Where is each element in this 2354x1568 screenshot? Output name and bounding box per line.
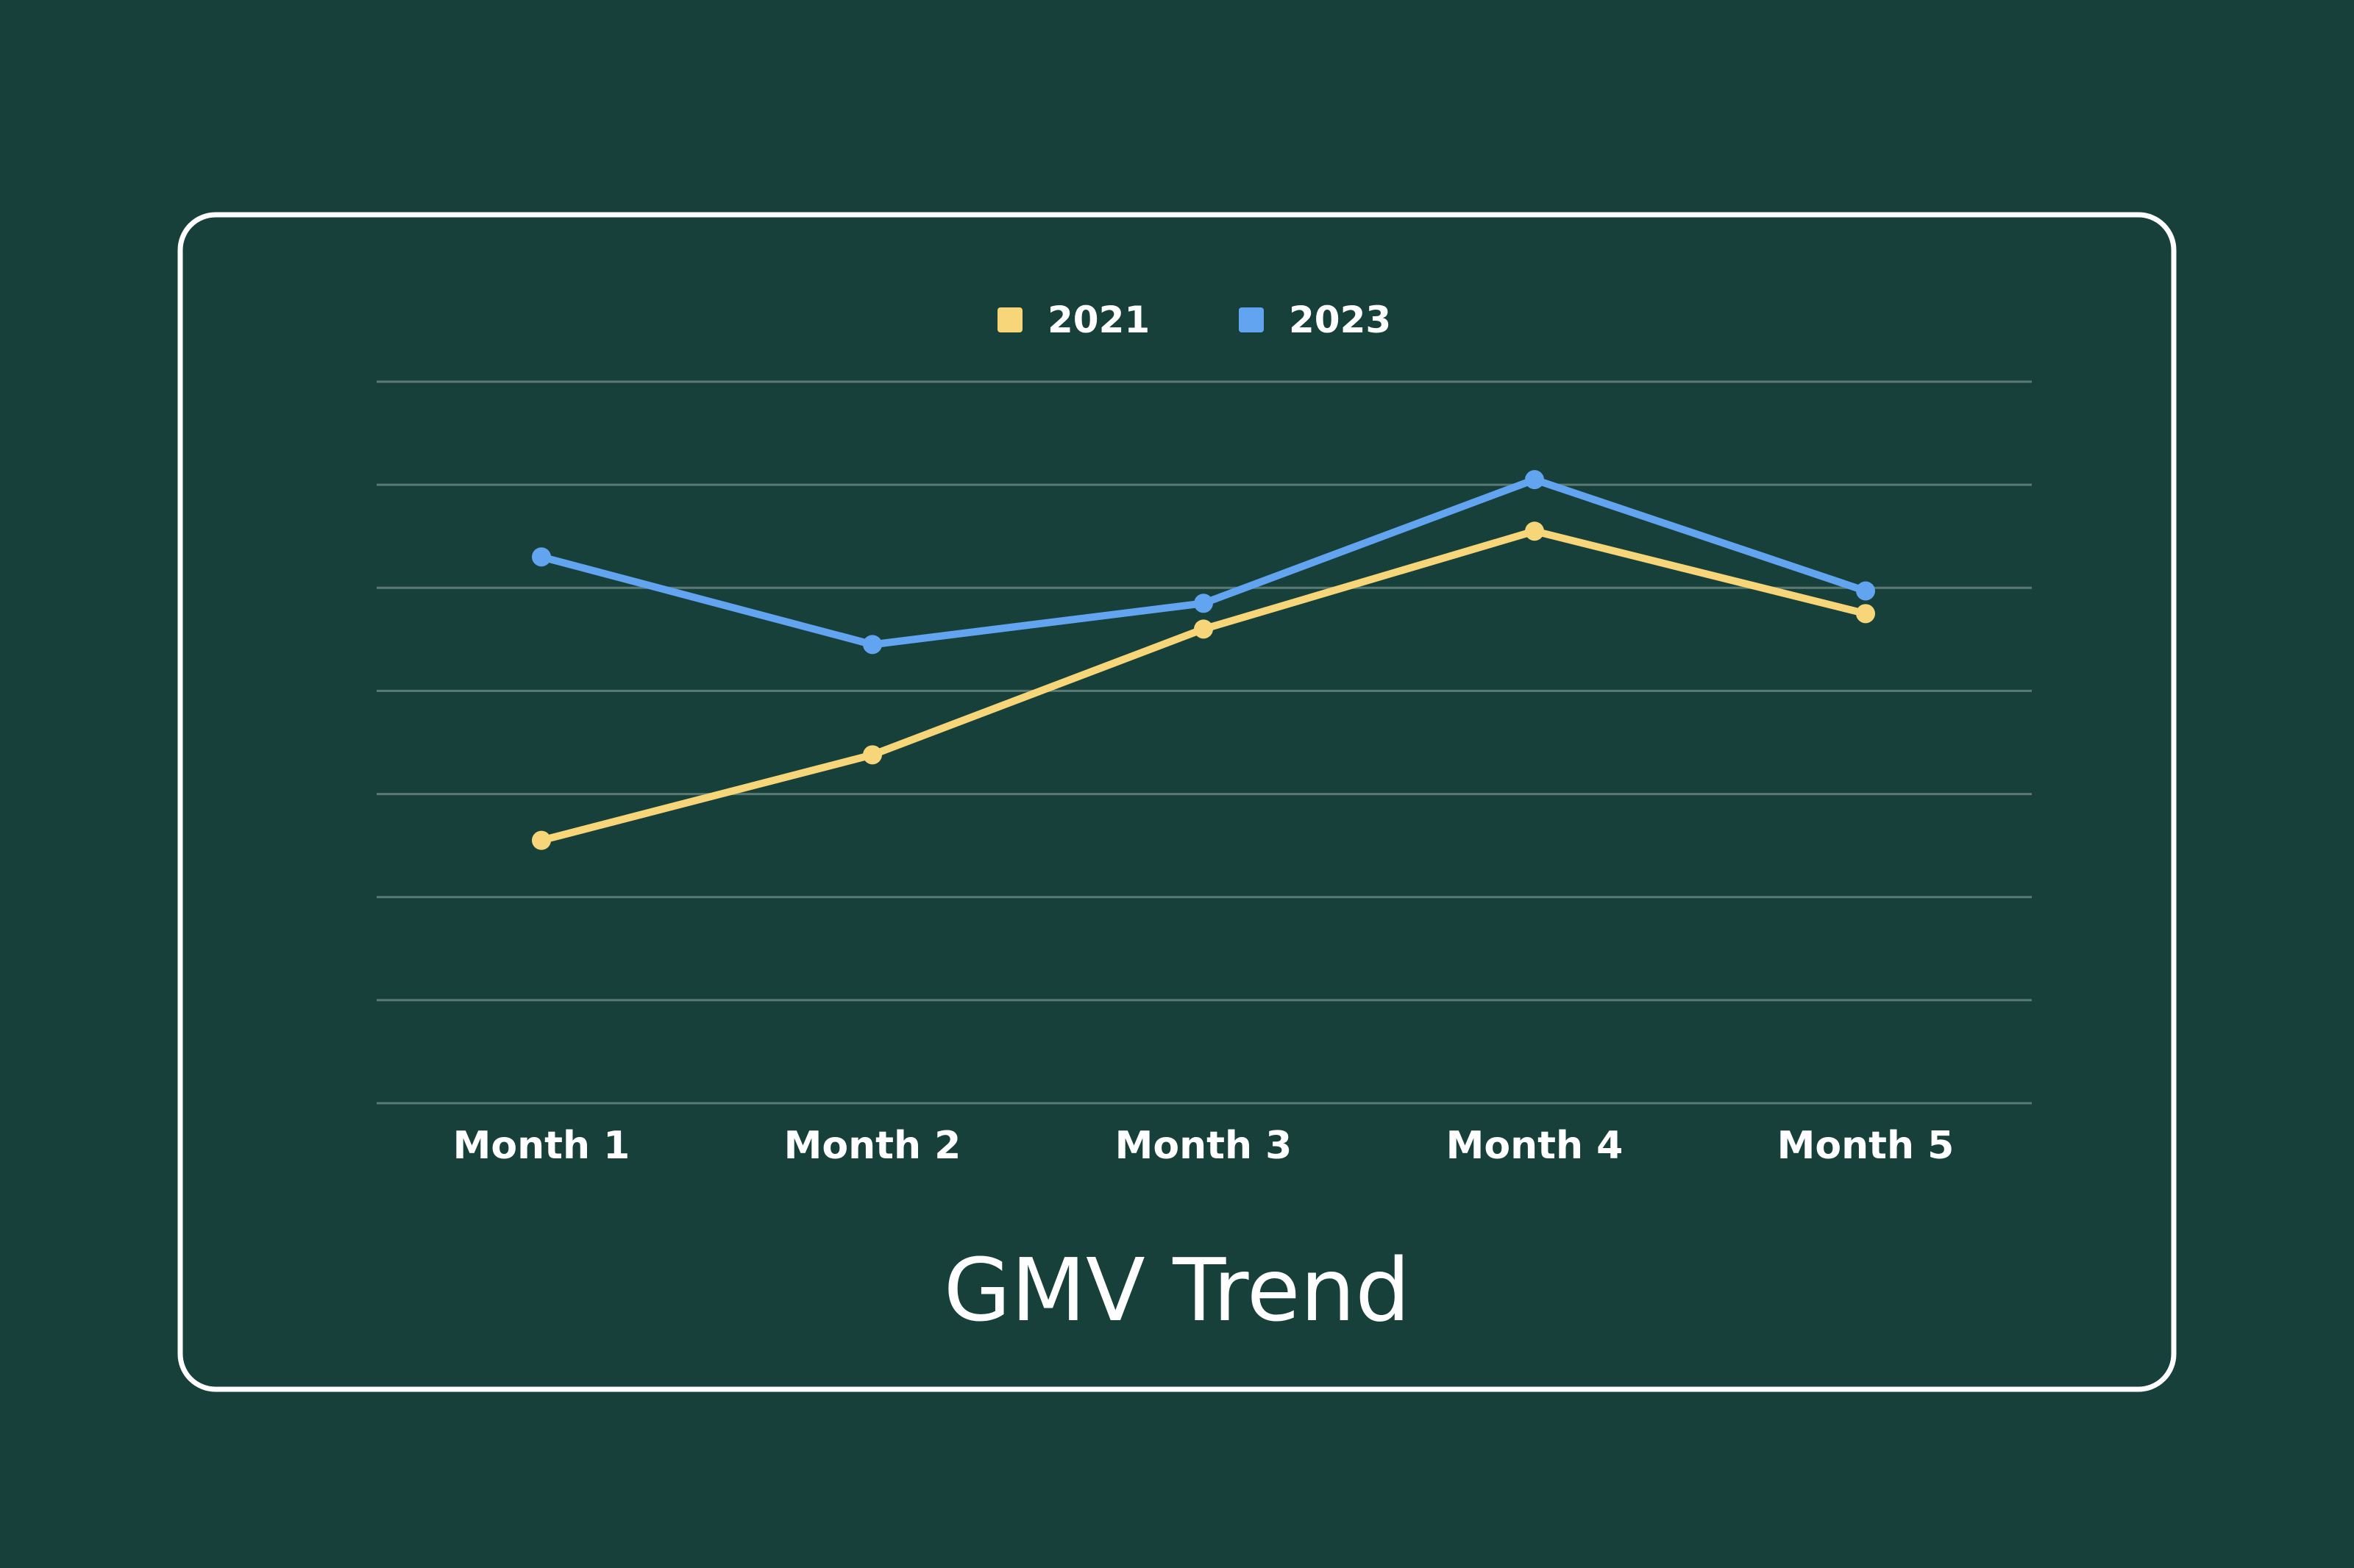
data-point-2021 [1856, 604, 1875, 624]
legend-swatch-2021 [998, 307, 1023, 332]
x-tick-label: Month 5 [1777, 1124, 1955, 1168]
series-layer [532, 470, 1875, 850]
gridlines [377, 380, 2032, 1105]
x-tick-label: Month 1 [453, 1124, 630, 1168]
data-point-2023 [1194, 594, 1213, 613]
legend-label-2023: 2023 [1289, 299, 1391, 341]
series-2023 [532, 470, 1875, 655]
data-point-2023 [863, 635, 882, 655]
x-axis-ticks: Month 1 Month 2 Month 3 Month 4 Month 5 [453, 1124, 1955, 1168]
legend-swatch-2023 [1239, 307, 1264, 332]
x-tick-label: Month 4 [1446, 1124, 1624, 1168]
x-tick-label: Month 2 [784, 1124, 961, 1168]
x-tick-label: Month 3 [1115, 1124, 1292, 1168]
series-2021 [532, 521, 1875, 850]
data-point-2021 [863, 745, 882, 765]
data-point-2023 [1525, 470, 1544, 490]
legend-label-2021: 2021 [1048, 299, 1150, 341]
data-point-2023 [1856, 581, 1875, 601]
legend: 2021 2023 [998, 299, 1391, 341]
data-point-2023 [532, 547, 551, 567]
data-point-2021 [532, 830, 551, 850]
chart-title: GMV Trend [944, 1239, 1410, 1341]
chart-frame [177, 212, 2177, 1392]
data-point-2021 [1525, 521, 1544, 541]
data-point-2021 [1194, 619, 1213, 639]
